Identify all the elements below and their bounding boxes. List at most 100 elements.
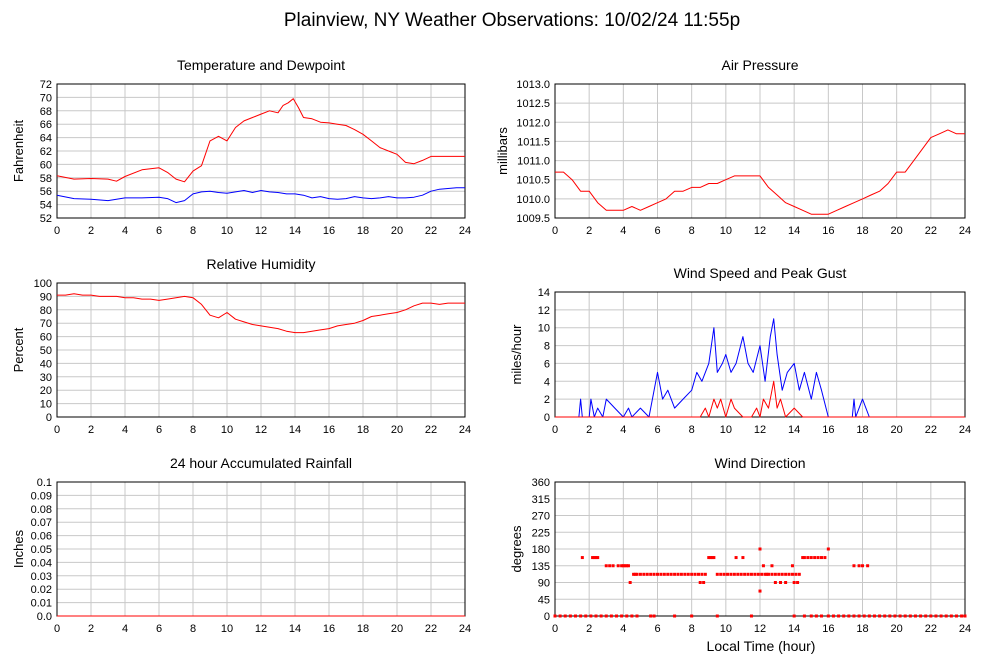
x-tick-label: 8 — [190, 424, 196, 436]
x-tick-label: 2 — [586, 424, 592, 436]
scatter-point — [652, 614, 656, 618]
scatter-point — [592, 556, 596, 560]
y-tick-label: 60 — [40, 332, 52, 344]
scatter-point — [599, 614, 603, 618]
x-tick-label: 16 — [822, 623, 834, 635]
x-tick-label: 14 — [788, 623, 800, 635]
shared-x-axis-label: Local Time (hour) — [707, 638, 816, 654]
scatter-point — [635, 614, 639, 618]
scatter-point — [683, 572, 687, 576]
scatter-point — [620, 614, 624, 618]
y-axis-label: Fahrenheit — [11, 120, 26, 183]
y-tick-label: 30 — [40, 372, 52, 384]
y-tick-label: 90 — [538, 578, 550, 590]
scatter-point — [620, 564, 624, 568]
x-tick-label: 2 — [88, 225, 94, 237]
x-tick-label: 18 — [856, 623, 868, 635]
scatter-point — [739, 572, 743, 576]
y-tick-label: 180 — [532, 544, 550, 556]
scatter-point — [702, 581, 706, 584]
scatter-point — [760, 572, 764, 576]
scatter-point — [753, 572, 757, 576]
plot-frame — [554, 83, 966, 219]
scatter-point — [857, 614, 861, 618]
y-tick-label: 0.07 — [31, 517, 52, 529]
x-tick-label: 2 — [586, 225, 592, 237]
scatter-point — [635, 572, 639, 576]
x-tick-label: 12 — [255, 623, 267, 635]
scatter-point — [820, 614, 823, 618]
scatter-point — [591, 556, 595, 560]
scatter-point — [736, 572, 740, 576]
scatter-point — [809, 614, 813, 618]
x-tick-label: 12 — [754, 623, 766, 635]
scatter-point — [563, 614, 567, 618]
scatter-point — [649, 572, 653, 576]
x-tick-label: 20 — [891, 225, 903, 237]
scatter-point — [784, 572, 788, 576]
y-tick-label: 1012.0 — [516, 117, 550, 129]
x-tick-label: 10 — [221, 424, 233, 436]
scatter-point — [625, 564, 629, 568]
x-tick-label: 6 — [654, 424, 660, 436]
x-tick-label: 4 — [122, 623, 128, 635]
y-tick-label: 1011.0 — [517, 156, 550, 168]
scatter-point — [790, 572, 794, 576]
x-tick-label: 14 — [289, 225, 301, 237]
x-tick-label: 12 — [754, 225, 766, 237]
y-tick-label: 62 — [40, 146, 52, 158]
x-tick-label: 14 — [788, 225, 800, 237]
y-tick-label: 100 — [34, 278, 52, 290]
x-tick-label: 24 — [459, 424, 471, 436]
scatter-point — [703, 572, 707, 576]
y-tick-label: 1011.5 — [517, 136, 550, 148]
plot-frame — [56, 282, 466, 418]
y-tick-label: 10 — [538, 323, 550, 335]
scatter-point — [584, 614, 588, 618]
scatter-point — [693, 572, 697, 576]
scatter-point — [861, 564, 864, 568]
scatter-point — [719, 572, 723, 576]
series-line-1 — [555, 380, 965, 418]
x-tick-label: 0 — [54, 225, 60, 237]
x-tick-label: 16 — [323, 424, 335, 436]
scatter-point — [903, 614, 907, 618]
y-tick-label: 135 — [532, 561, 550, 573]
x-tick-label: 2 — [88, 424, 94, 436]
y-tick-label: 0.02 — [31, 584, 52, 596]
scatter-point — [802, 614, 806, 618]
scatter-point — [866, 564, 870, 568]
x-tick-label: 22 — [925, 225, 937, 237]
scatter-point — [758, 547, 762, 551]
scatter-point — [770, 564, 774, 568]
x-tick-label: 18 — [357, 623, 369, 635]
y-tick-label: 1012.5 — [516, 98, 550, 110]
scatter-point — [715, 614, 719, 618]
scatter-point — [924, 614, 928, 618]
scatter-point — [746, 572, 750, 576]
y-tick-label: 72 — [40, 79, 52, 91]
scatter-point — [616, 564, 620, 568]
panel-title: Temperature and Dewpoint — [177, 57, 345, 73]
scatter-point — [842, 614, 846, 618]
scatter-point — [761, 564, 765, 568]
x-tick-label: 18 — [856, 424, 868, 436]
y-tick-label: 0.05 — [31, 544, 52, 556]
scatter-point — [831, 614, 835, 618]
scatter-point — [579, 614, 583, 618]
scatter-point — [919, 614, 923, 618]
y-tick-label: 70 — [40, 318, 52, 330]
panel-title: Air Pressure — [721, 57, 798, 73]
y-tick-label: 1010.0 — [516, 194, 550, 206]
y-tick-label: 315 — [532, 494, 550, 506]
scatter-point — [676, 572, 680, 576]
x-tick-label: 6 — [654, 225, 660, 237]
scatter-point — [883, 614, 887, 618]
scatter-point — [816, 556, 820, 560]
y-axis-label: miles/hour — [509, 324, 524, 385]
scatter-point — [659, 572, 663, 576]
scatter-point — [707, 556, 711, 560]
plot-frame — [554, 481, 966, 617]
scatter-point — [867, 614, 871, 618]
